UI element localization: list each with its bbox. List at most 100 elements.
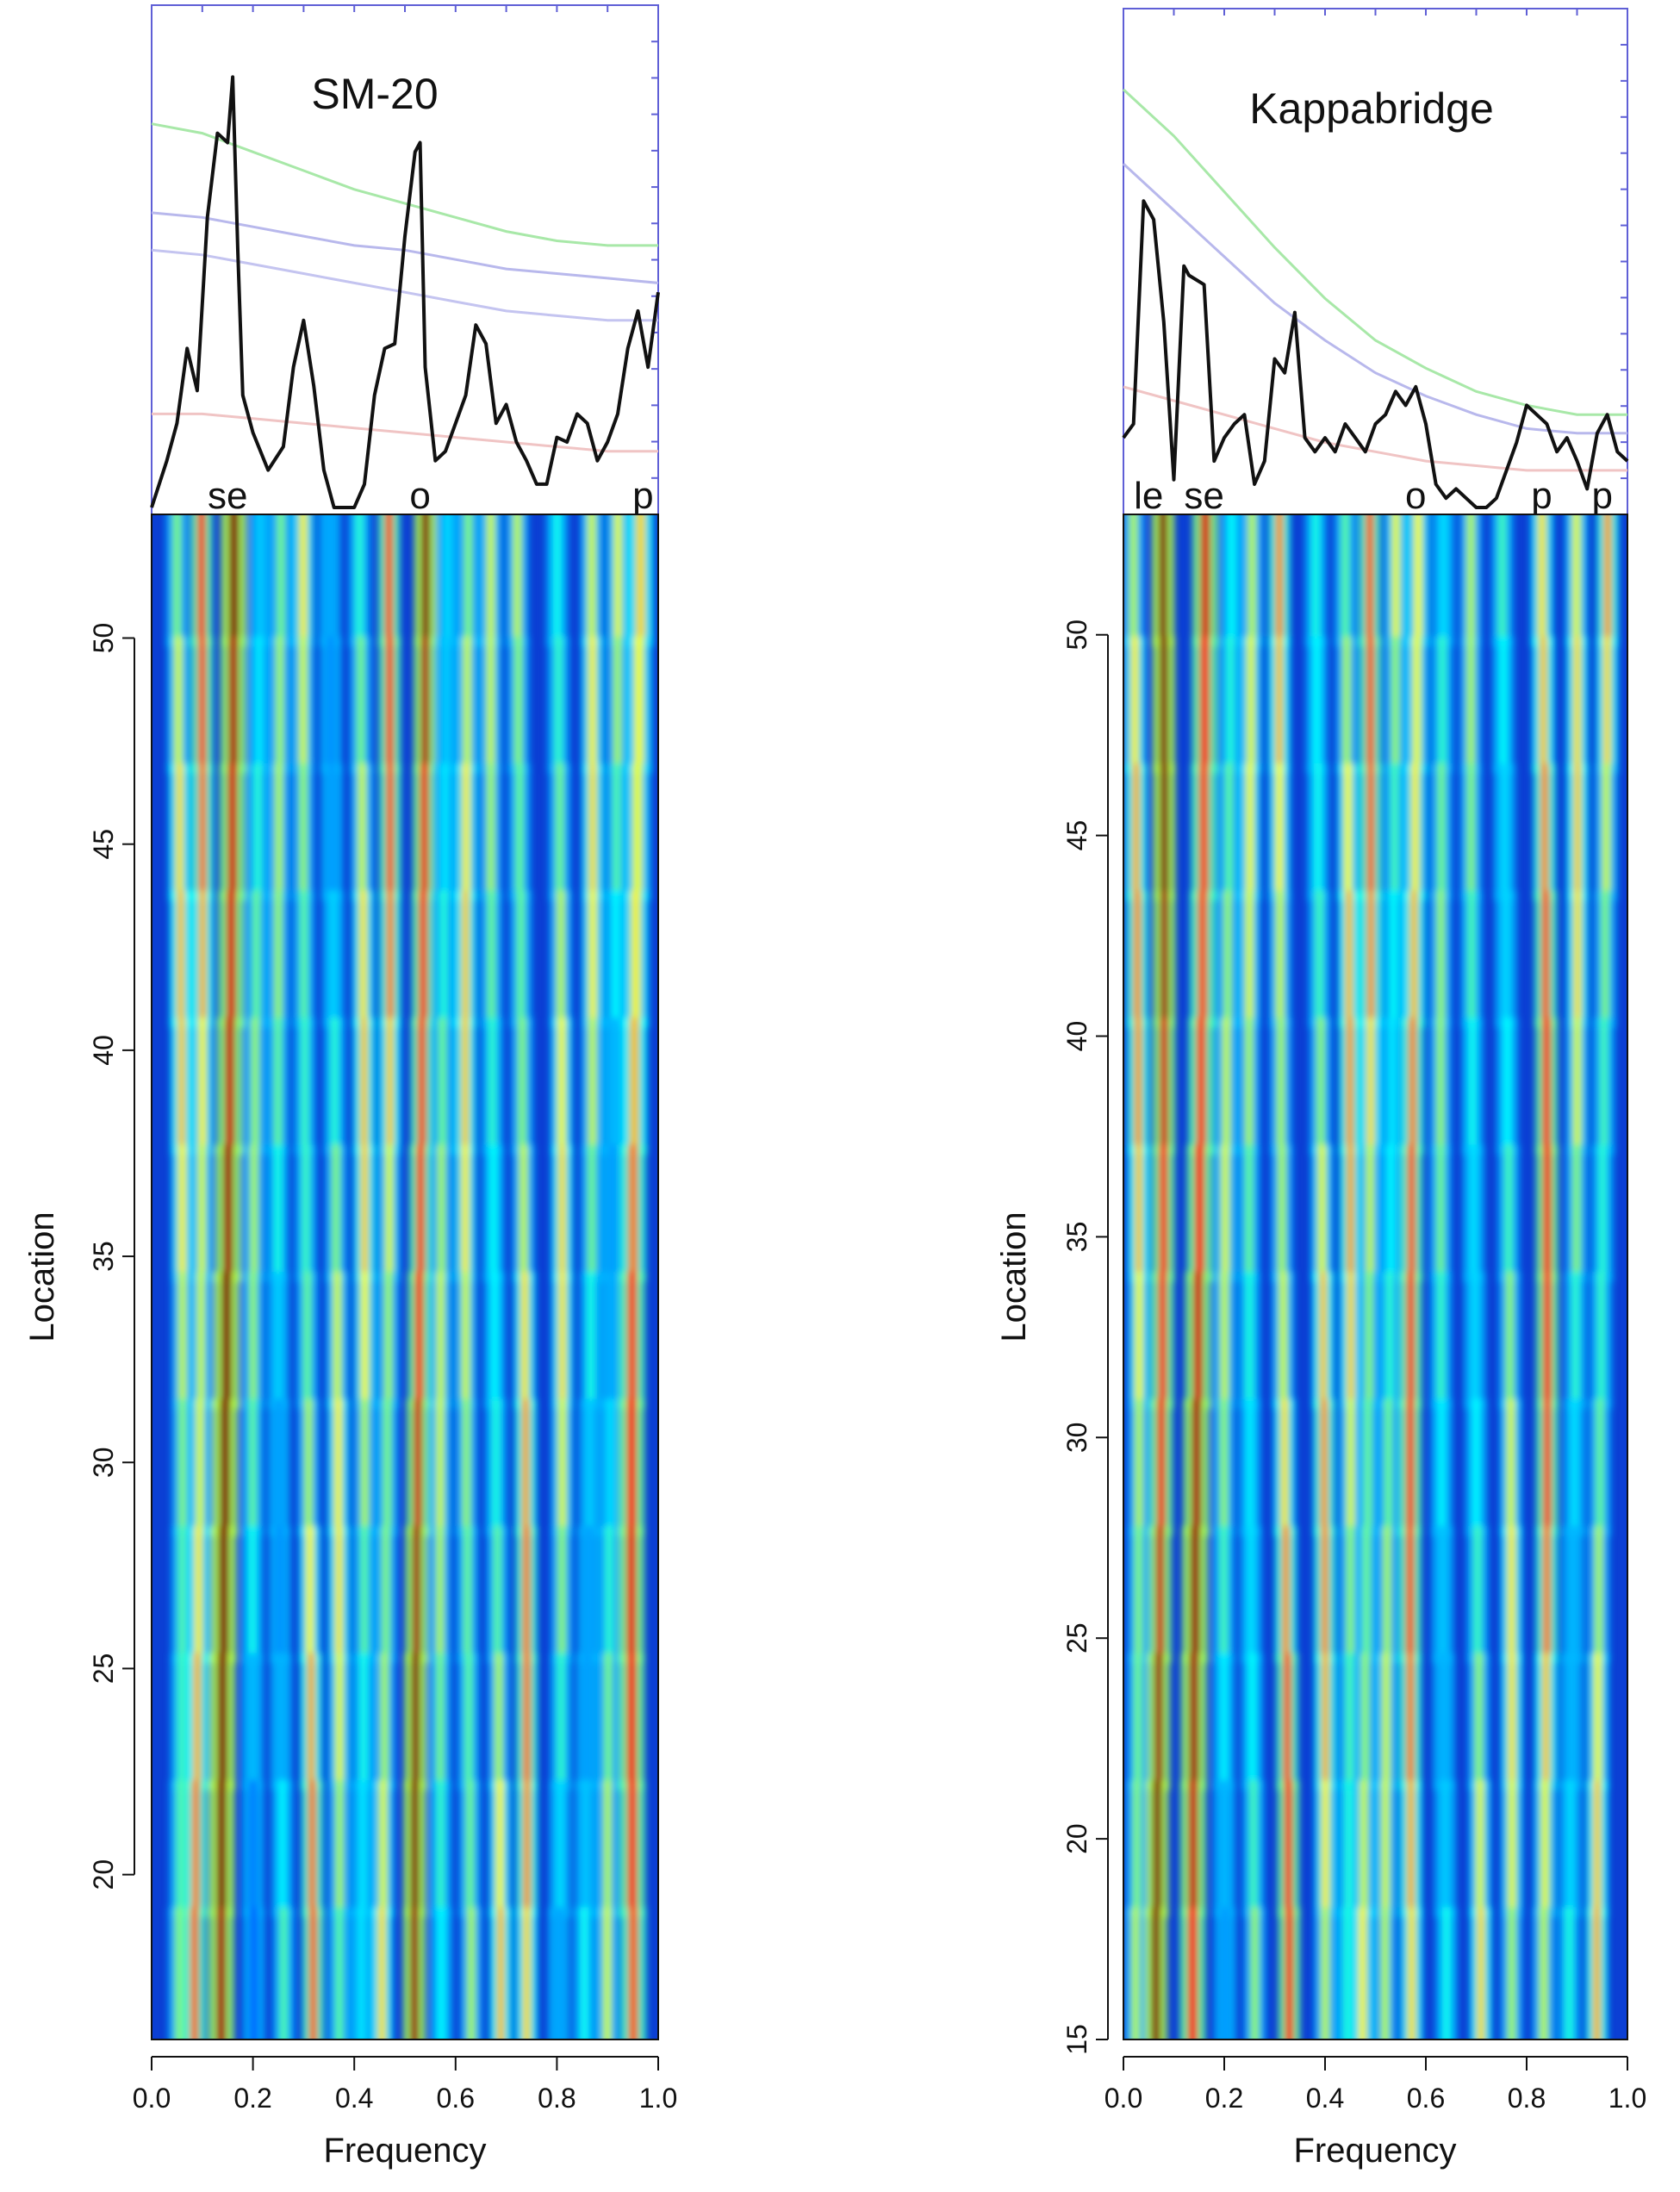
heatmap-band: [603, 1780, 612, 1918]
heatmap-band: [308, 1780, 317, 1918]
heatmap-band: [274, 890, 283, 1028]
heatmap-band: [1500, 763, 1509, 901]
heatmap-band: [1472, 1398, 1481, 1536]
heatmap-band: [1130, 636, 1140, 774]
heatmap-band: [1160, 890, 1169, 1028]
heatmap-band: [490, 1272, 499, 1410]
heatmap-band: [277, 1780, 287, 1918]
heatmap-band: [1220, 1272, 1229, 1410]
heatmap-band: [555, 763, 564, 901]
heatmap-band: [227, 763, 238, 901]
heatmap-band: [1466, 636, 1475, 774]
heatmap-band: [580, 1907, 589, 2039]
sm20-x-axis: 0.0 0.2 0.4 0.6 0.8 1.0 Frequency: [133, 2056, 677, 2170]
heatmap-band: [228, 636, 239, 774]
heatmap-band: [277, 1653, 285, 1790]
heatmap-band: [327, 763, 337, 901]
heatmap-band: [613, 514, 623, 647]
heatmap-band: [437, 1144, 446, 1282]
kappabridge-spectrum-line: [1122, 199, 1629, 509]
heatmap-band: [521, 1398, 530, 1536]
heatmap-band: [1601, 890, 1609, 1028]
heatmap-band: [1542, 1526, 1552, 1664]
heatmap-band: [1366, 1018, 1375, 1155]
heatmap-band: [1220, 1780, 1229, 1918]
tick-label: 1.0: [639, 2083, 677, 2114]
heatmap-band: [216, 1780, 227, 1918]
heatmap-band: [628, 1907, 638, 2039]
heatmap-band: [1505, 1272, 1515, 1410]
heatmap-band: [1388, 1018, 1397, 1155]
heatmap-band: [1567, 1653, 1577, 1790]
heatmap-band: [1275, 514, 1284, 647]
heatmap-band: [1189, 1653, 1199, 1790]
heatmap-band: [627, 1780, 638, 1918]
heatmap-band: [1391, 514, 1401, 647]
heatmap-band: [299, 514, 308, 647]
heatmap-band: [1436, 1272, 1446, 1410]
tick-label: 0.6: [1407, 2083, 1445, 2114]
heatmap-band: [1572, 636, 1582, 774]
heatmap-band: [251, 1018, 259, 1155]
heatmap-band: [383, 1272, 393, 1410]
heatmap-band: [1503, 1018, 1512, 1155]
heatmap-band: [436, 1653, 445, 1790]
heatmap-band: [411, 1653, 420, 1790]
sm20-x-ticks: 0.0 0.2 0.4 0.6 0.8 1.0: [133, 2083, 677, 2114]
heatmap-band: [557, 1653, 566, 1790]
heatmap-band: [1406, 1398, 1415, 1536]
heatmap-band: [1247, 1526, 1255, 1664]
heatmap-band: [377, 1907, 387, 2039]
heatmap-band: [413, 1398, 422, 1536]
heatmap-band: [1507, 1907, 1516, 2039]
tick-label: 50: [1061, 620, 1092, 651]
heatmap-band: [461, 1018, 470, 1155]
band-label: p: [1592, 475, 1613, 517]
heatmap-band: [1160, 763, 1169, 901]
heatmap-band: [606, 1398, 615, 1536]
significance-line: [151, 248, 658, 322]
heatmap-band: [557, 1018, 566, 1155]
heatmap-band: [464, 1653, 473, 1790]
heatmap-band: [191, 1780, 201, 1918]
heatmap-band: [588, 890, 597, 1028]
heatmap-band: [384, 1144, 394, 1282]
heatmap-band: [557, 1144, 567, 1282]
heatmap-band: [516, 890, 526, 1028]
heatmap-band: [436, 1398, 445, 1536]
heatmap-band: [557, 1398, 567, 1536]
heatmap-band: [1504, 1144, 1513, 1282]
band-label: se: [208, 475, 247, 517]
heatmap-band: [1285, 1907, 1294, 2039]
heatmap-band: [416, 1144, 426, 1282]
tick-label: 1.0: [1608, 2083, 1646, 2114]
heatmap-band: [358, 890, 368, 1028]
heatmap-band: [197, 514, 206, 647]
heatmap-band: [330, 1018, 339, 1155]
tick-label: 0.8: [538, 2083, 576, 2114]
heatmap-band: [552, 514, 562, 647]
heatmap-band: [584, 1526, 593, 1664]
heatmap-band: [522, 1780, 532, 1918]
heatmap-band: [612, 763, 621, 901]
heatmap-band: [1321, 1526, 1329, 1664]
heatmap-band: [1250, 1907, 1260, 2039]
heatmap-band: [462, 763, 470, 901]
heatmap-band: [197, 1144, 207, 1282]
heatmap-band: [304, 1398, 313, 1536]
heatmap-band: [1405, 1526, 1415, 1664]
heatmap-band: [1248, 1653, 1257, 1790]
heatmap-band: [1283, 1653, 1291, 1790]
kappabridge-band-labels: le se o p p: [1134, 475, 1613, 517]
heatmap-band: [198, 763, 208, 901]
heatmap-band: [629, 1018, 639, 1155]
heatmap-band: [275, 636, 284, 774]
heatmap-band: [1406, 1780, 1416, 1918]
heatmap-band: [1244, 1018, 1254, 1155]
heatmap-band: [1284, 1780, 1293, 1918]
heatmap-band: [1134, 1018, 1142, 1155]
heatmap-band: [1466, 763, 1476, 901]
heatmap-band: [1158, 1272, 1167, 1410]
heatmap-band: [1466, 514, 1476, 647]
kappabridge-heatmap-bands: [1123, 514, 1619, 2039]
